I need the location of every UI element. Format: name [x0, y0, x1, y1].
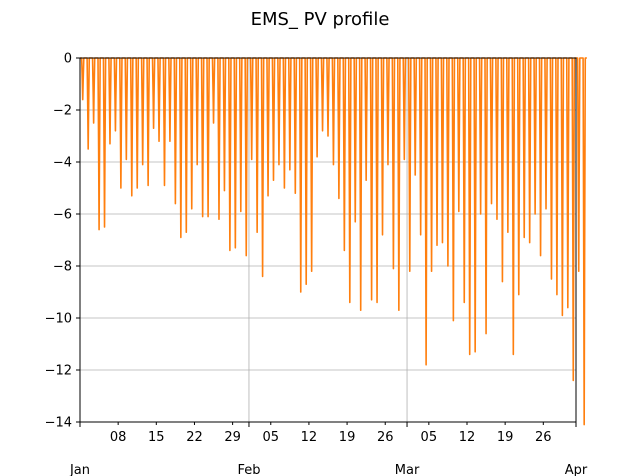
x-day-label: 26 — [377, 430, 394, 445]
x-month-label: Mar — [395, 463, 420, 476]
y-tick-label: −2 — [53, 104, 72, 119]
axes: 0 −2 −4 −6 −8 −10 −12 −14 Jan Feb Mar Apr 08 15 22 29 05… — [45, 52, 588, 476]
grid-lines — [80, 57, 576, 423]
y-tick-label: 0 — [64, 52, 72, 67]
x-month-label: Apr — [565, 463, 588, 476]
y-tick-label: −14 — [45, 416, 72, 431]
chart-title: EMS_ PV profile — [251, 9, 390, 30]
x-day-label: 19 — [497, 430, 514, 445]
y-tick-label: −10 — [45, 312, 72, 327]
pv-series-line — [80, 57, 587, 426]
plot-area-frame — [79, 57, 577, 423]
x-month-label: Feb — [237, 463, 260, 476]
x-day-label: 08 — [110, 430, 127, 445]
y-tick-label: −6 — [53, 208, 72, 223]
x-day-label: 05 — [421, 430, 438, 445]
x-day-label: 19 — [339, 430, 356, 445]
x-month-label: Jan — [69, 463, 90, 476]
x-day-label: 26 — [535, 430, 552, 445]
x-day-label: 29 — [224, 430, 241, 445]
x-day-label: 15 — [148, 430, 165, 445]
x-day-label: 12 — [301, 430, 318, 445]
y-tick-label: −4 — [53, 156, 72, 171]
x-day-label: 12 — [459, 430, 476, 445]
pv-series — [80, 57, 587, 426]
y-tick-label: −8 — [53, 260, 72, 275]
x-day-label: 05 — [262, 430, 279, 445]
x-day-label: 22 — [186, 430, 203, 445]
y-tick-label: −12 — [45, 364, 72, 379]
